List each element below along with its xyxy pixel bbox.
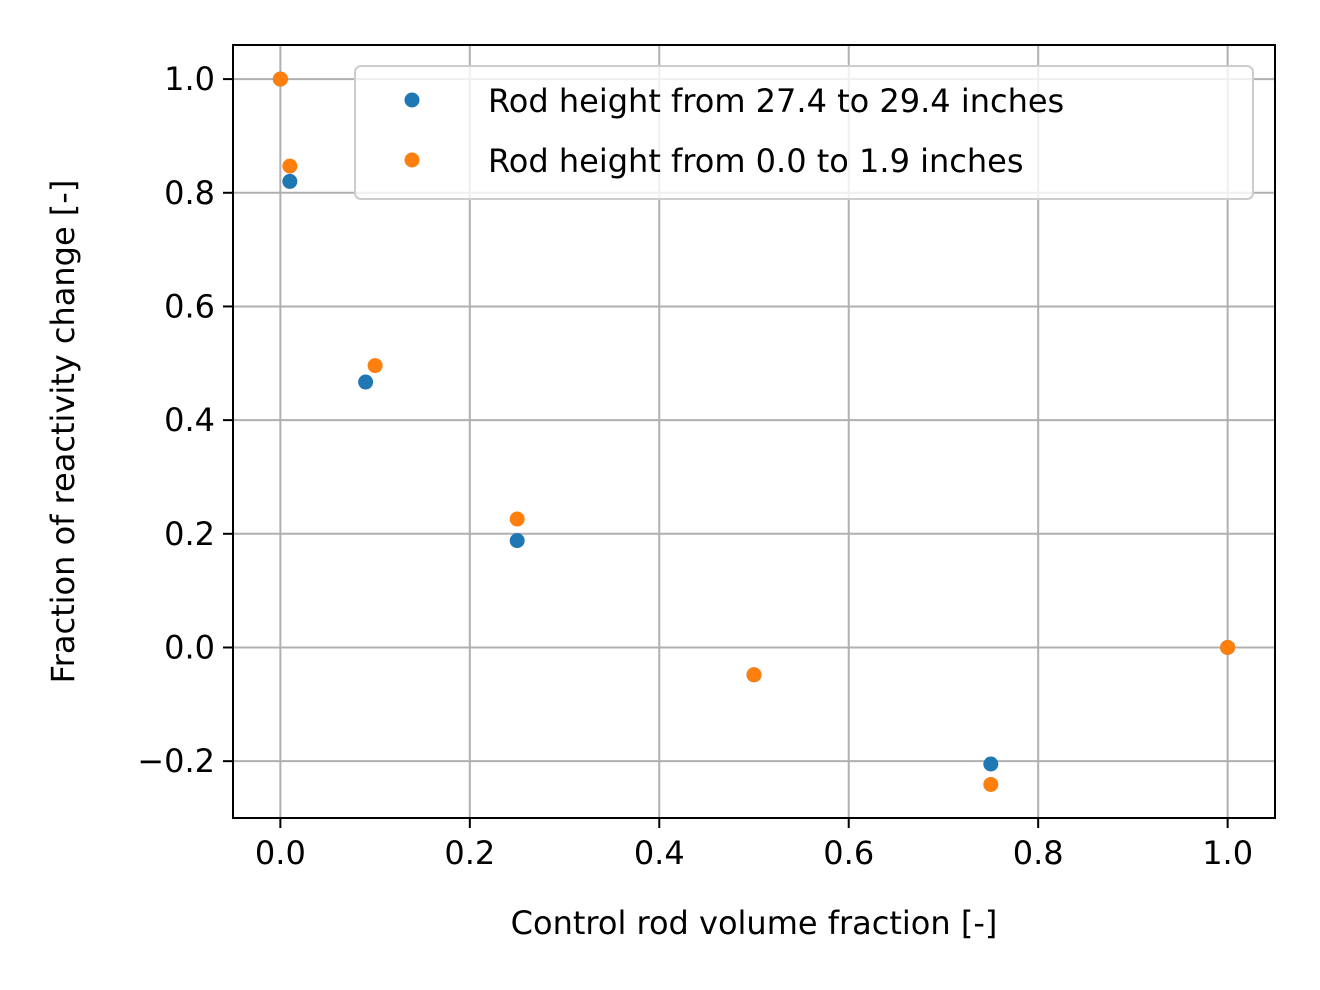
legend-box <box>354 65 1254 200</box>
y-tick-label: 0.2 <box>164 515 215 553</box>
y-tick-label: 0.4 <box>164 401 215 439</box>
data-point-series-2 <box>746 667 762 683</box>
legend-marker <box>404 92 420 108</box>
axes-frame <box>232 44 1276 819</box>
data-point-series-2 <box>272 71 288 87</box>
data-point-series-2 <box>983 776 999 792</box>
y-axis-label: Fraction of reactivity change [-] <box>44 180 82 684</box>
y-tick-label: −0.2 <box>137 742 215 780</box>
legend-label: Rod height from 27.4 to 29.4 inches <box>488 82 1064 120</box>
x-tick-label: 0.6 <box>823 834 874 872</box>
data-point-series-2 <box>509 511 525 527</box>
x-axis-label: Control rod volume fraction [-] <box>511 904 998 942</box>
x-tick-label: 0.4 <box>634 834 685 872</box>
legend-marker <box>404 152 420 168</box>
y-tick-label: 0.6 <box>164 287 215 325</box>
data-point-series-1 <box>509 533 525 549</box>
legend-label: Rod height from 0.0 to 1.9 inches <box>488 142 1024 180</box>
data-point-series-2 <box>367 358 383 374</box>
x-tick-label: 0.8 <box>1013 834 1064 872</box>
y-tick-label: 0.8 <box>164 174 215 212</box>
y-tick-label: 1.0 <box>164 60 215 98</box>
x-tick-label: 0.2 <box>444 834 495 872</box>
y-tick-label: 0.0 <box>164 628 215 666</box>
ticks: 0.0 0.2 0.4 0.6 0.8 1.0 −0.2 0.0 0.2 0.4 0.6 0.8 1.0 <box>137 60 1253 872</box>
x-tick-label: 0.0 <box>255 834 306 872</box>
data-point-series-1 <box>358 374 374 390</box>
x-tick-label: 1.0 <box>1202 834 1253 872</box>
legend: Rod height from 27.4 to 29.4 inches Rod h… <box>354 65 1254 200</box>
data-point-series-2 <box>1220 639 1236 655</box>
data-point-series-2 <box>282 158 298 174</box>
data-points <box>272 71 1236 792</box>
data-point-series-1 <box>983 756 999 772</box>
data-point-series-1 <box>282 173 298 189</box>
